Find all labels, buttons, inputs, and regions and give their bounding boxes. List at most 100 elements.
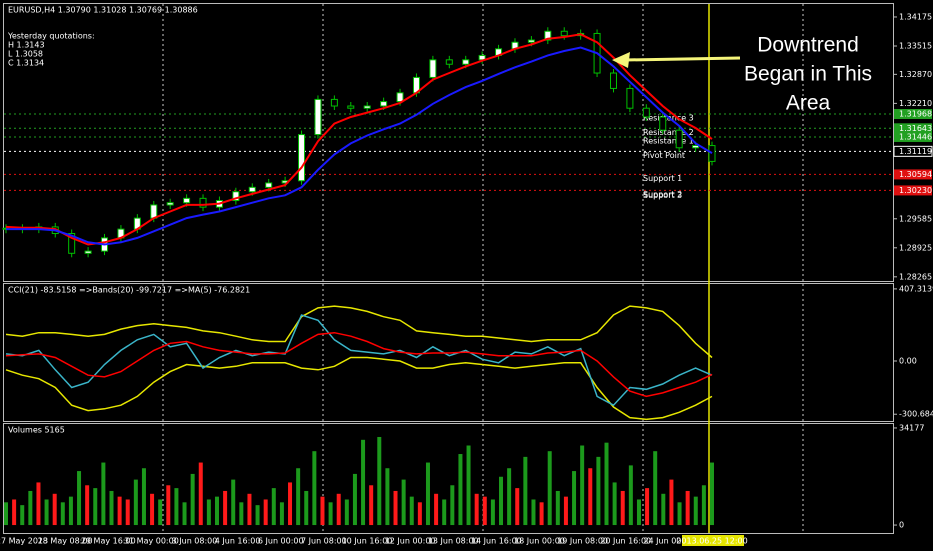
- volume-bar: [450, 485, 455, 526]
- volume-bar: [223, 490, 228, 526]
- level-box: [894, 169, 932, 180]
- volume-bar: [352, 473, 357, 526]
- y-tick-label: 34177: [899, 423, 924, 432]
- y-tick-label: -300.6845: [899, 410, 933, 419]
- arrow-head: [612, 52, 630, 68]
- volume-bar: [417, 502, 422, 526]
- volume-bar: [490, 499, 495, 526]
- volume-bar: [263, 499, 268, 526]
- candle: [265, 182, 273, 188]
- candle: [330, 98, 338, 107]
- volume-bar: [385, 468, 390, 526]
- x-tick-label: 19 Jun 08:00: [557, 537, 608, 546]
- volume-bar: [636, 499, 641, 526]
- volume-bar: [425, 462, 430, 526]
- volume-bar: [304, 490, 309, 526]
- candle: [166, 202, 174, 206]
- volume-bar: [44, 499, 49, 526]
- y-tick-label: 407.3139: [899, 284, 933, 293]
- candle: [659, 116, 667, 131]
- level-name: Support 1: [643, 174, 682, 183]
- level-box: [894, 109, 932, 120]
- candle: [708, 145, 716, 162]
- volume-bar: [182, 502, 187, 526]
- level-name: Resistance 1: [643, 136, 694, 145]
- chart-title: EURUSD,H4 1.30790 1.31028 1.30769 1.3088…: [8, 6, 198, 15]
- level-price: 1.31968: [899, 110, 932, 119]
- volume-bar: [677, 502, 682, 526]
- chart-title: CCI(21) -83.5158 =>Bands(20) -99.7217 =>…: [8, 286, 250, 295]
- x-tick-label: 14 Jun 16:00: [471, 537, 522, 546]
- chart-title: Volumes 5165: [8, 426, 65, 435]
- volume-bar: [620, 490, 625, 526]
- volume-bar: [596, 456, 601, 526]
- series-line: [5, 356, 713, 421]
- y-tick-label: 1.29585: [899, 214, 932, 223]
- candle: [347, 105, 355, 109]
- volume-bar: [109, 490, 114, 526]
- x-tick-label: 13 Jun 08:00: [428, 537, 479, 546]
- price-panel: [3, 3, 894, 282]
- level-price: 1.30230: [899, 186, 932, 195]
- volume-bar: [572, 471, 577, 526]
- volume-bar: [685, 490, 690, 526]
- volume-bar: [458, 454, 463, 526]
- volume-bar: [409, 496, 414, 526]
- candle: [445, 59, 453, 65]
- volume-bar: [661, 493, 666, 526]
- level-box: [893, 145, 933, 157]
- candle: [380, 101, 388, 107]
- volume-bar: [93, 488, 98, 526]
- x-tick-label: 7 Jun 08:00: [301, 537, 347, 546]
- candle: [232, 191, 240, 202]
- volume-bar: [206, 499, 211, 526]
- x-tick-label: 29 May 16:00: [81, 537, 136, 546]
- y-tick-label: 1.33515: [899, 41, 932, 50]
- x-tick-label: 4 Jun 16:00: [215, 537, 261, 546]
- volume-bar: [515, 488, 520, 526]
- volume-bar: [133, 479, 138, 526]
- volume-bar: [125, 499, 130, 526]
- volume-bar: [85, 485, 90, 526]
- level-box: [894, 185, 932, 196]
- volume-bar: [101, 462, 106, 526]
- annotation: Area: [786, 92, 831, 115]
- cursor-date-box: [682, 535, 744, 546]
- note: H 1.3143: [8, 41, 45, 50]
- volume-bar: [466, 445, 471, 526]
- level-box: [894, 131, 932, 142]
- candle: [84, 250, 92, 254]
- candle: [150, 204, 158, 219]
- volume-bar: [141, 468, 146, 526]
- note: L 1.3058: [8, 50, 43, 59]
- volume-bar: [52, 493, 57, 526]
- candle: [692, 145, 700, 149]
- volume-bar: [279, 502, 284, 526]
- volume-bar: [645, 488, 650, 526]
- volume-bar: [296, 468, 301, 526]
- candle: [396, 92, 404, 103]
- volume-bar: [4, 502, 8, 526]
- x-tick-label: 28 May 08:00: [38, 537, 93, 546]
- volume-bar: [239, 502, 244, 526]
- volume-bar: [393, 490, 398, 526]
- volume-bar: [247, 493, 252, 526]
- x-tick-label: 20 Jun 16:00: [600, 537, 651, 546]
- note: C 1.3134: [8, 59, 44, 68]
- volume-bar: [271, 488, 276, 526]
- cci-panel: [3, 283, 894, 422]
- note: Yesterday quotations:: [7, 32, 95, 41]
- series-line: [6, 46, 713, 246]
- x-tick-label: 24 Jun 00:00: [643, 537, 694, 546]
- candle: [314, 98, 322, 136]
- volume-bar: [12, 499, 17, 526]
- volume-bar: [701, 485, 706, 526]
- volume-bar: [588, 468, 593, 526]
- volume-bar: [361, 439, 366, 526]
- volume-bar: [531, 499, 536, 526]
- volume-bar: [474, 493, 479, 526]
- x-tick-label: 31 May 00:00: [124, 537, 179, 546]
- series-line: [5, 331, 713, 398]
- level-price: 1.30594: [899, 170, 932, 179]
